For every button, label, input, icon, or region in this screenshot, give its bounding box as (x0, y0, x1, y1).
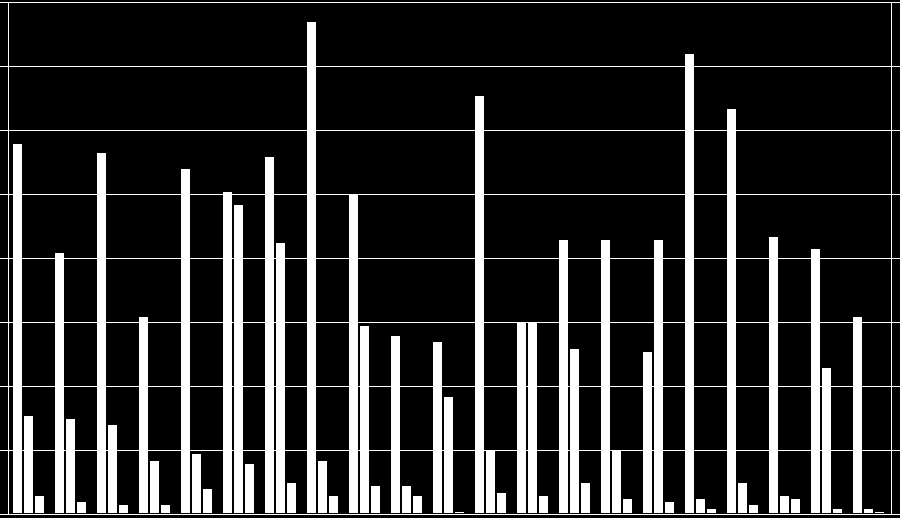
bar (390, 335, 401, 514)
bar (264, 156, 275, 514)
gridline (0, 322, 900, 323)
bar (810, 248, 821, 514)
bar (328, 495, 339, 514)
bar (317, 460, 328, 514)
frame-right (891, 2, 892, 514)
bar (443, 396, 454, 514)
bar (779, 495, 790, 514)
bar (496, 492, 507, 514)
gridline (0, 2, 900, 3)
bar (34, 495, 45, 514)
bar (611, 450, 622, 514)
bar (370, 485, 381, 514)
gridline (0, 386, 900, 387)
bar (852, 316, 863, 514)
bar (622, 498, 633, 514)
chart (0, 0, 900, 518)
bar (474, 95, 485, 514)
bar (790, 498, 801, 514)
bar (222, 191, 233, 514)
bar (737, 482, 748, 514)
bar (348, 194, 359, 514)
bar (76, 501, 87, 514)
gridline (0, 514, 900, 515)
gridline (0, 450, 900, 451)
bar (401, 485, 412, 514)
bar (821, 367, 832, 514)
frame-left (8, 2, 9, 514)
bar (653, 239, 664, 514)
bar (244, 463, 255, 514)
bar (202, 488, 213, 514)
bar (432, 341, 443, 514)
bar (54, 252, 65, 514)
gridline (0, 130, 900, 131)
bar (412, 495, 423, 514)
bar (516, 322, 527, 514)
bar (12, 143, 23, 514)
bar (65, 418, 76, 514)
bar (180, 168, 191, 514)
bar (96, 152, 107, 514)
bar (664, 501, 675, 514)
gridline (0, 258, 900, 259)
bar (642, 351, 653, 514)
bar (768, 236, 779, 514)
bar (684, 53, 695, 514)
bar (306, 21, 317, 514)
bar (580, 482, 591, 514)
bar (695, 498, 706, 514)
gridline (0, 194, 900, 195)
bar (538, 495, 549, 514)
bar (107, 424, 118, 514)
bar (485, 450, 496, 514)
bar (527, 322, 538, 514)
bar (138, 316, 149, 514)
bar (359, 325, 370, 514)
bar (600, 239, 611, 514)
bar (558, 239, 569, 514)
bar (233, 204, 244, 514)
bar (726, 108, 737, 514)
gridline (0, 66, 900, 67)
bar (191, 453, 202, 514)
bar (23, 415, 34, 514)
bar (286, 482, 297, 514)
bar (569, 348, 580, 514)
bar (275, 242, 286, 514)
bar (149, 460, 160, 514)
